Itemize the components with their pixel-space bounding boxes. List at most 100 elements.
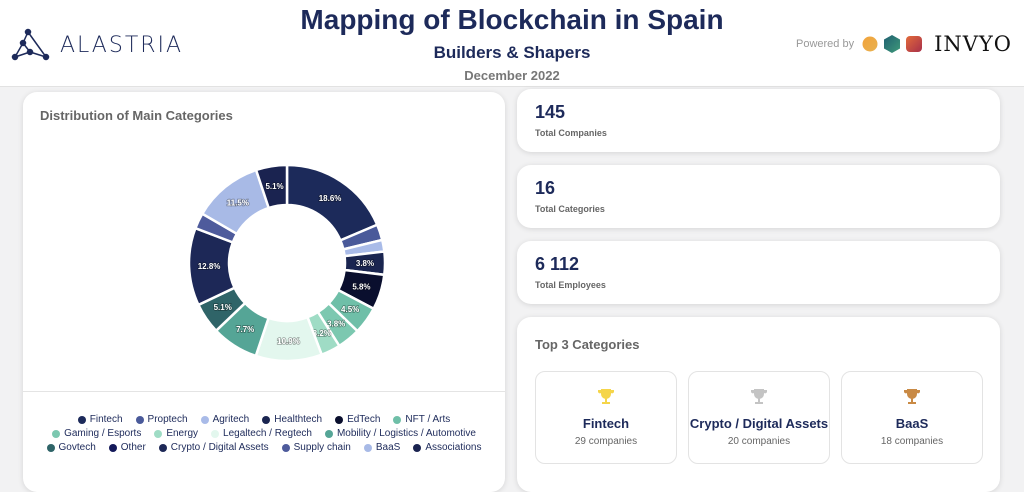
stat-card-total-employees: 6 112 Total Employees xyxy=(517,241,1000,304)
legend-item[interactable]: EdTech xyxy=(335,414,380,425)
top-category-card: BaaS 18 companies xyxy=(841,371,983,464)
top-category-count: 20 companies xyxy=(727,436,791,447)
trophy-icon xyxy=(598,389,614,404)
legend-dot xyxy=(135,415,144,424)
stat-label: Total Companies xyxy=(535,128,607,138)
slice-label: 5.1% xyxy=(265,182,283,191)
page-subtitle: Builders & Shapers xyxy=(433,43,591,62)
legend-item[interactable]: Mobility / Logistics / Automotive xyxy=(324,428,476,439)
legend-dot xyxy=(335,415,344,424)
legend-dot xyxy=(211,429,220,438)
legend-label: Other xyxy=(120,442,146,453)
legend-label: Crypto / Digital Assets xyxy=(170,442,269,453)
stat-value: 16 xyxy=(535,178,556,198)
trophy-icon xyxy=(904,389,920,404)
legend-item[interactable]: Other xyxy=(108,442,146,453)
chart-title: Distribution of Main Categories xyxy=(40,108,233,123)
slice-label: 12.8% xyxy=(198,262,221,271)
legend-item[interactable]: Legaltech / Regtech xyxy=(211,428,312,439)
teal-hexagon-icon xyxy=(884,35,901,53)
legend-dot xyxy=(52,429,61,438)
top-category-name: Fintech xyxy=(582,416,630,431)
legend-item[interactable]: Energy xyxy=(154,428,198,439)
legend-label: Proptech xyxy=(147,414,188,425)
legend-dot xyxy=(46,443,55,452)
legend-label: Supply chain xyxy=(293,442,351,453)
top-category-name: BaaS xyxy=(895,416,929,431)
legend-dot xyxy=(413,443,422,452)
legend-label: BaaS xyxy=(375,442,401,453)
stat-card-total-categories: 16 Total Categories xyxy=(517,165,1000,228)
stat-value: 6 112 xyxy=(535,254,580,274)
legend-dot xyxy=(324,429,333,438)
legend-dot xyxy=(393,415,402,424)
legend-item[interactable]: Associations xyxy=(413,442,481,453)
top-categories-card: Top 3 Categories Fintech 29 companies Cr… xyxy=(517,317,1000,492)
top-category-card: Fintech 29 companies xyxy=(535,371,677,464)
legend-item[interactable]: Supply chain xyxy=(281,442,351,453)
legend-dot xyxy=(77,415,86,424)
legend-item[interactable]: BaaS xyxy=(363,442,401,453)
powered-by: Powered by INVYO xyxy=(796,32,1012,56)
legend-dot xyxy=(108,443,117,452)
top-category-count: 18 companies xyxy=(880,436,944,447)
top-categories-title: Top 3 Categories xyxy=(535,337,640,352)
legend-row: Govtech Other Crypto / Digital Assets Suppl… xyxy=(23,442,505,453)
report-date: December 2022 xyxy=(464,68,560,83)
legend-label: Healthtech xyxy=(274,414,323,425)
legend-dot xyxy=(262,415,271,424)
top-category-card: Crypto / Digital Assets 20 companies xyxy=(688,371,830,464)
slice-label: 3.8% xyxy=(356,259,374,268)
legend-item[interactable]: Fintech xyxy=(77,414,123,425)
legend-label: Energy xyxy=(166,428,199,439)
chart-legend: Fintech Proptech Agritech Healthtech EdTech N… xyxy=(23,414,505,456)
legend-label: Fintech xyxy=(89,414,123,425)
legend-dot xyxy=(154,429,163,438)
legend-label: Associations xyxy=(425,442,482,453)
legend-label: Legaltech / Regtech xyxy=(223,428,312,439)
slice-label: 7.7% xyxy=(236,325,254,334)
legend-item[interactable]: Healthtech xyxy=(262,414,322,425)
legend-row: Gaming / Esports Energy Legaltech / Regtec… xyxy=(23,428,505,439)
alastria-logo: ALASTRIA xyxy=(10,28,183,62)
legend-item[interactable]: Agritech xyxy=(200,414,250,425)
trophy-icon xyxy=(751,389,767,404)
legend-item[interactable]: Crypto / Digital Assets xyxy=(158,442,269,453)
red-square-icon xyxy=(906,36,923,52)
invyo-logo: INVYO xyxy=(934,32,1012,56)
legend-item[interactable]: NFT / Arts xyxy=(393,414,450,425)
legend-row: Fintech Proptech Agritech Healthtech EdTech N… xyxy=(23,414,505,425)
orange-circle-icon xyxy=(862,36,878,52)
slice-label: 11.5% xyxy=(227,198,249,207)
legend-item[interactable]: Gaming / Esports xyxy=(52,428,141,439)
slice-label: 3.8% xyxy=(327,320,345,329)
logo-text: ALASTRIA xyxy=(60,32,184,58)
divider xyxy=(23,391,505,392)
stat-label: Total Categories xyxy=(535,204,605,214)
slice-label: 5.8% xyxy=(352,282,370,291)
top-category-count: 29 companies xyxy=(574,436,638,447)
legend-item[interactable]: Govtech xyxy=(46,442,96,453)
legend-dot xyxy=(158,443,167,452)
legend-label: Mobility / Logistics / Automotive xyxy=(336,428,476,439)
legend-label: EdTech xyxy=(347,414,381,425)
legend-label: Govtech xyxy=(58,442,96,453)
stat-card-total-companies: 145 Total Companies xyxy=(517,89,1000,152)
page-title: Mapping of Blockchain in Spain xyxy=(300,4,724,35)
top-category-name: Crypto / Digital Assets xyxy=(689,416,829,431)
legend-label: NFT / Arts xyxy=(405,414,451,425)
slice-label: 3.2% xyxy=(313,329,331,338)
legend-label: Agritech xyxy=(212,414,250,425)
distribution-card: Distribution of Main Categories 18.6% 3.8… xyxy=(23,92,505,492)
powered-by-label: Powered by xyxy=(795,38,855,50)
stat-value: 145 xyxy=(535,102,566,122)
header: ALASTRIA Mapping of Blockchain in Spain … xyxy=(0,0,1024,87)
slice-label: 10.9% xyxy=(277,337,300,346)
donut-slice[interactable] xyxy=(254,163,289,210)
donut-chart: 18.6%3.8%5.8%4.5%3.8%3.2%10.9%7.7%5.1%12… xyxy=(187,163,387,363)
legend-item[interactable]: Proptech xyxy=(135,414,188,425)
stat-label: Total Employees xyxy=(535,280,606,290)
network-triangle-icon xyxy=(11,28,50,61)
slice-label: 4.5% xyxy=(341,305,359,314)
legend-label: Gaming / Esports xyxy=(64,428,142,439)
